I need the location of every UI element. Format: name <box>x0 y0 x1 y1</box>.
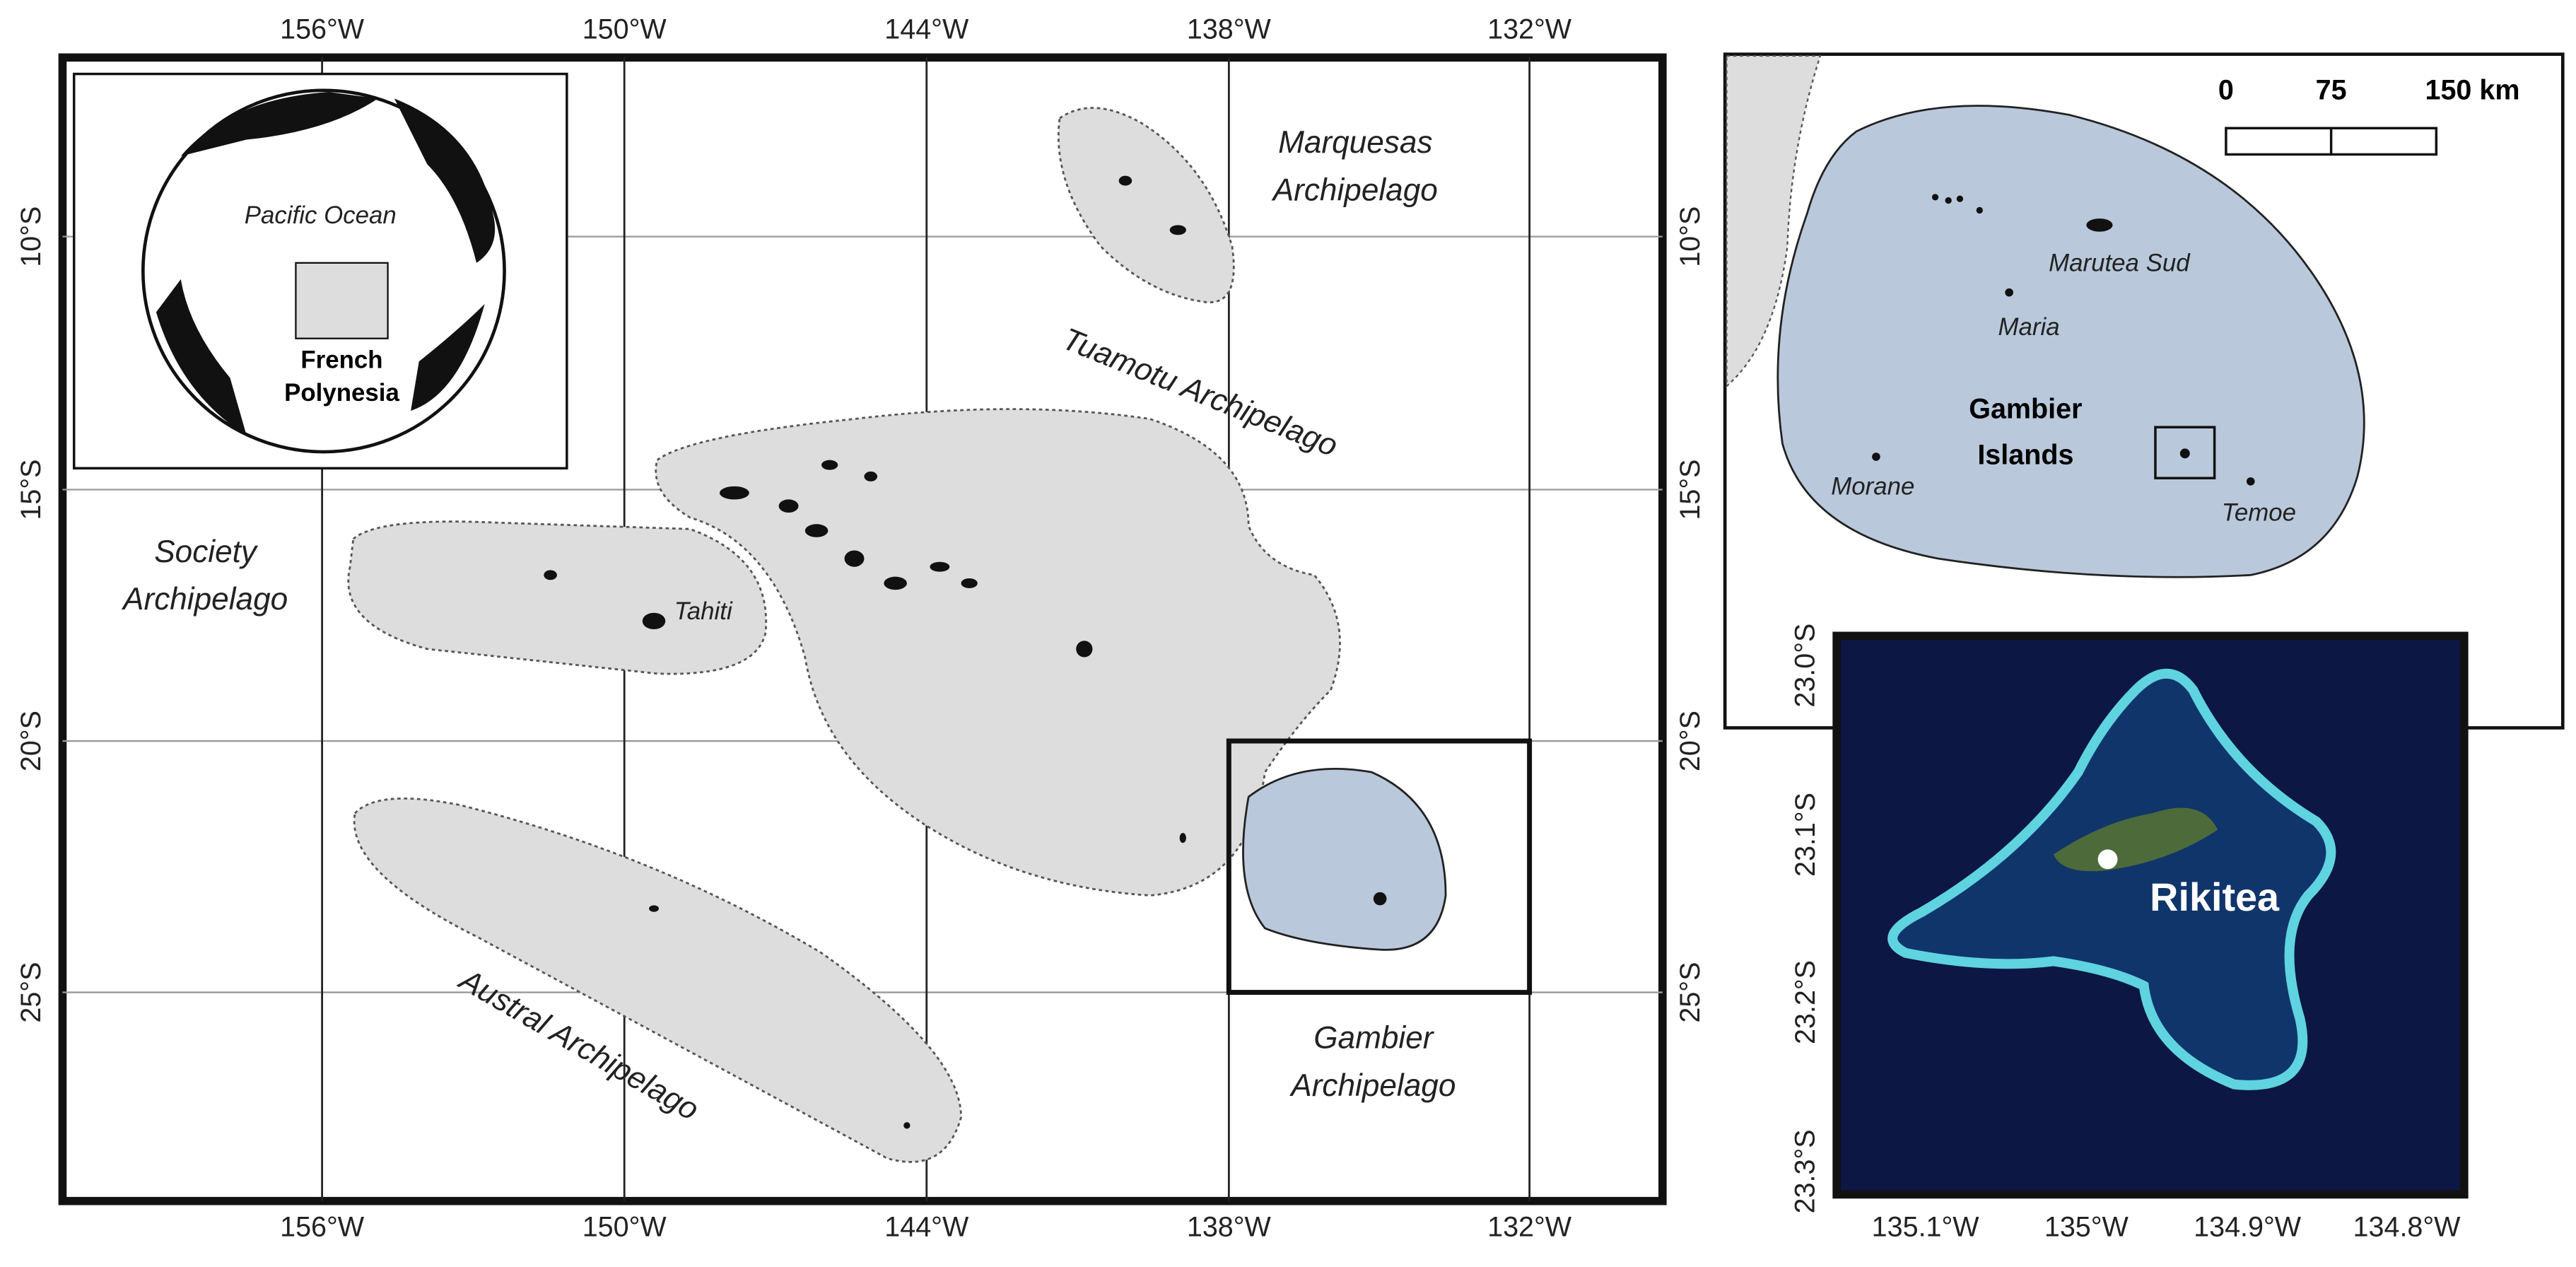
island <box>2053 807 2218 872</box>
island-label: Temoe <box>2222 499 2296 527</box>
island-label: Marutea Sud <box>2049 249 2191 276</box>
lon-label: 135°W <box>2044 1212 2129 1243</box>
island-label: Maria <box>1998 313 2059 341</box>
lon-label: 156°W <box>280 14 365 45</box>
scale-label: 0 <box>2218 75 2234 106</box>
country-label: French <box>300 346 382 373</box>
region-label: Archipelago <box>121 582 288 617</box>
lat-label: 25°S <box>1675 962 1706 1023</box>
island-label: Morane <box>1831 472 1914 500</box>
land-zone <box>1726 54 1822 388</box>
lon-label: 134.9°W <box>2194 1212 2302 1243</box>
lat-label: 23.1°S <box>1790 793 1821 877</box>
lon-label: 156°W <box>280 1212 365 1243</box>
islands <box>544 175 1387 1129</box>
region-label: Archipelago <box>1289 1068 1456 1103</box>
region-label: Marquesas <box>1278 125 1432 160</box>
region-label: Gambier <box>1313 1021 1435 1056</box>
lon-label: 150°W <box>582 1212 667 1243</box>
main-map: Pacific Ocean French Polynesia Marquesas… <box>58 53 1667 1205</box>
lon-label: 144°W <box>884 14 969 45</box>
lon-label: 132°W <box>1487 1212 1572 1243</box>
lat-label: 15°S <box>16 459 47 520</box>
lat-label: 20°S <box>1675 711 1706 771</box>
lat-label: 23.2°S <box>1790 960 1821 1044</box>
lon-label: 144°W <box>884 1212 969 1243</box>
lon-label: 135.1°W <box>1872 1212 1980 1243</box>
lon-label: 138°W <box>1187 1212 1272 1243</box>
ocean-label: Pacific Ocean <box>245 202 397 229</box>
region-label: Society <box>154 535 259 569</box>
country-label: Polynesia <box>284 379 399 407</box>
atoll-box <box>2154 426 2216 479</box>
lat-label: 10°S <box>16 206 47 267</box>
lon-label: 134.8°W <box>2353 1212 2461 1243</box>
lat-label: 25°S <box>16 962 47 1023</box>
region-label: Archipelago <box>1271 173 1438 208</box>
group-label: Islands <box>1977 439 2073 470</box>
scale-label: 75 <box>2316 75 2347 106</box>
lat-label: 23.3°S <box>1790 1129 1821 1213</box>
satellite-inset: Rikitea <box>1832 631 2469 1199</box>
town-marker <box>2097 849 2118 870</box>
lon-label: 132°W <box>1487 14 1572 45</box>
atoll <box>1887 668 2336 1090</box>
islands <box>1872 194 2255 486</box>
group-label: Gambier <box>1969 393 2082 424</box>
lat-label: 23.0°S <box>1790 624 1821 708</box>
town-label: Rikitea <box>2150 875 2280 919</box>
lat-label: 10°S <box>1675 206 1706 267</box>
lon-label: 150°W <box>582 14 667 45</box>
gambier-inset: 0 75 150 km Marutea Sud Maria Morane Tem… <box>1723 52 2565 730</box>
gambier-zone <box>1776 105 2365 578</box>
globe-box <box>295 262 389 339</box>
lat-label: 20°S <box>16 711 47 771</box>
island-label: Tahiti <box>674 597 733 625</box>
gambier-zone <box>1242 768 1447 951</box>
lon-label: 138°W <box>1187 14 1272 45</box>
scale-label: 150 km <box>2425 75 2519 106</box>
lat-label: 15°S <box>1675 459 1706 520</box>
gambier-box <box>1226 738 1533 996</box>
